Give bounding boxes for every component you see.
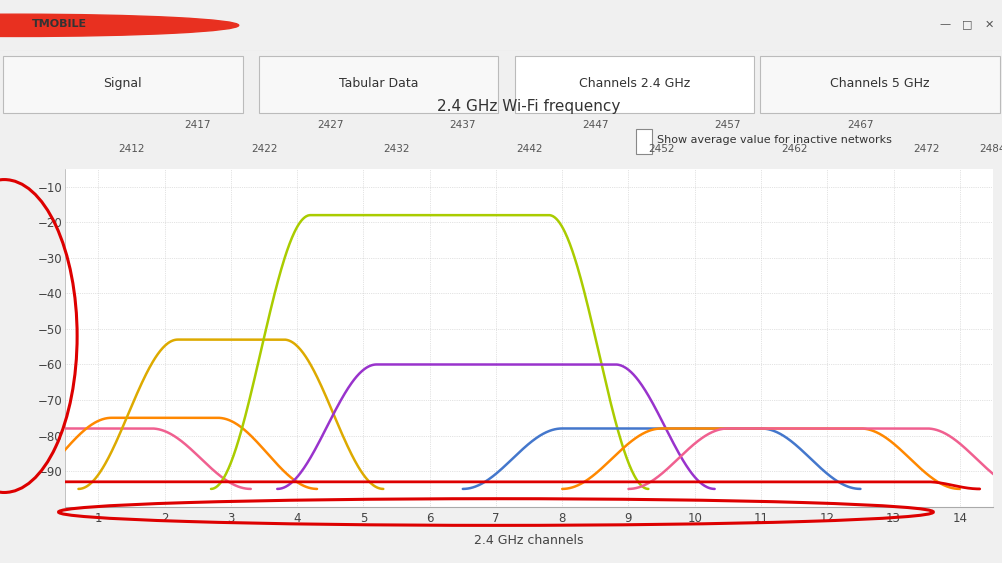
- Text: Show average value for inactive networks: Show average value for inactive networks: [656, 135, 891, 145]
- Text: 2422: 2422: [250, 144, 277, 154]
- Text: 2452: 2452: [647, 144, 674, 154]
- Text: 2457: 2457: [714, 120, 740, 130]
- Text: 2472: 2472: [913, 144, 939, 154]
- Text: □: □: [961, 19, 971, 29]
- Text: —: —: [938, 19, 950, 29]
- FancyBboxPatch shape: [259, 56, 498, 113]
- Text: Tabular Data: Tabular Data: [339, 77, 418, 90]
- Text: 2427: 2427: [317, 120, 343, 130]
- Text: Signal: Signal: [103, 77, 142, 90]
- Text: 2462: 2462: [781, 144, 807, 154]
- Text: 2442: 2442: [515, 144, 542, 154]
- FancyBboxPatch shape: [760, 56, 999, 113]
- Text: TMOBILE: TMOBILE: [32, 19, 87, 29]
- Text: Channels 5 GHz: Channels 5 GHz: [830, 77, 929, 90]
- Text: ✕: ✕: [983, 19, 993, 29]
- X-axis label: 2.4 GHz channels: 2.4 GHz channels: [474, 534, 583, 547]
- FancyBboxPatch shape: [514, 56, 754, 113]
- FancyBboxPatch shape: [3, 56, 242, 113]
- Text: 2417: 2417: [184, 120, 210, 130]
- FancyBboxPatch shape: [635, 129, 651, 154]
- Text: Channels 2.4 GHz: Channels 2.4 GHz: [578, 77, 689, 90]
- Text: 2437: 2437: [449, 120, 476, 130]
- Text: 2412: 2412: [118, 144, 144, 154]
- Text: 2484: 2484: [979, 144, 1002, 154]
- Text: 2467: 2467: [847, 120, 873, 130]
- Title: 2.4 GHz Wi-Fi frequency: 2.4 GHz Wi-Fi frequency: [437, 99, 620, 114]
- Text: 2432: 2432: [383, 144, 410, 154]
- Circle shape: [0, 14, 238, 37]
- Text: 2447: 2447: [581, 120, 608, 130]
